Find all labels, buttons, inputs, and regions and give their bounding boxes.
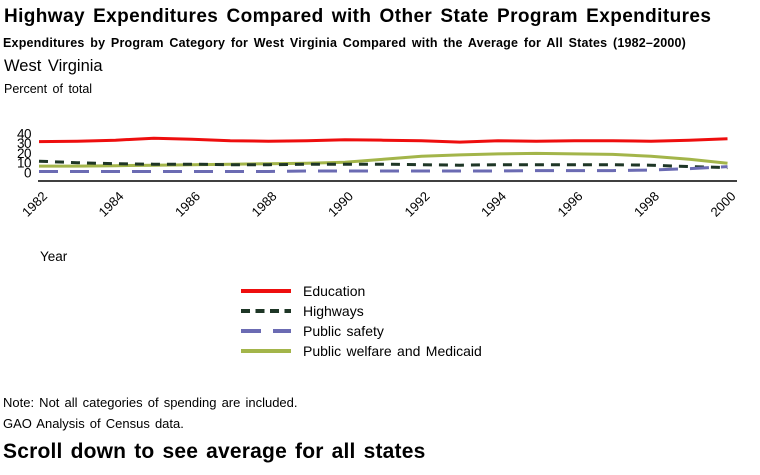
legend-swatch-public-safety-line bbox=[241, 329, 291, 333]
legend-item-highways: Highways bbox=[240, 301, 482, 321]
x-tick-label-1990: 1990 bbox=[325, 189, 356, 220]
x-tick-label-1998: 1998 bbox=[631, 189, 662, 220]
series-line-public-safety bbox=[39, 165, 728, 173]
x-tick-label-1994: 1994 bbox=[478, 189, 509, 220]
source-text: GAO Analysis of Census data. bbox=[3, 416, 184, 431]
page-title: Highway Expenditures Compared with Other… bbox=[4, 6, 712, 27]
legend-swatch-highways-line bbox=[241, 309, 291, 313]
x-tick-label-1982: 1982 bbox=[19, 189, 50, 220]
series-line-education bbox=[38, 136, 728, 144]
legend-swatch-education-line bbox=[241, 289, 291, 293]
legend-label-public-safety: Public safety bbox=[303, 323, 384, 339]
region-label: West Virginia bbox=[4, 57, 103, 75]
legend-label-education: Education bbox=[303, 283, 366, 299]
legend-item-public-safety: Public safety bbox=[240, 321, 482, 341]
chart-subtitle: Expenditures by Program Category for Wes… bbox=[3, 36, 687, 50]
x-tick-label-1986: 1986 bbox=[172, 189, 203, 220]
y-tick-label-10: 10 bbox=[17, 156, 31, 171]
x-tick-label-1996: 1996 bbox=[555, 189, 586, 220]
legend: Education Highways Public safety Public … bbox=[240, 281, 482, 361]
note-text: Note: Not all categories of spending are… bbox=[3, 395, 298, 410]
series-line-highways bbox=[38, 159, 728, 170]
legend-item-public-welfare: Public welfare and Medicaid bbox=[240, 341, 482, 361]
x-tick-label-2000: 2000 bbox=[708, 189, 739, 220]
y-tick-label-30: 30 bbox=[17, 136, 31, 151]
legend-label-public-welfare: Public welfare and Medicaid bbox=[303, 343, 482, 359]
legend-label-highways: Highways bbox=[303, 303, 364, 319]
legend-item-education: Education bbox=[240, 281, 482, 301]
y-tick-label-40: 40 bbox=[17, 126, 31, 141]
x-axis-label: Year bbox=[40, 249, 68, 264]
y-tick-label-0: 0 bbox=[24, 166, 31, 181]
x-tick-label-1988: 1988 bbox=[249, 189, 280, 220]
scroll-hint-text: Scroll down to see average for all state… bbox=[3, 440, 426, 463]
x-tick-label-1984: 1984 bbox=[96, 189, 127, 220]
x-tick-label-1992: 1992 bbox=[402, 189, 433, 220]
y-tick-label-20: 20 bbox=[17, 146, 31, 161]
y-axis-units-label: Percent of total bbox=[4, 82, 93, 96]
legend-swatch-public-welfare-line bbox=[241, 349, 291, 353]
